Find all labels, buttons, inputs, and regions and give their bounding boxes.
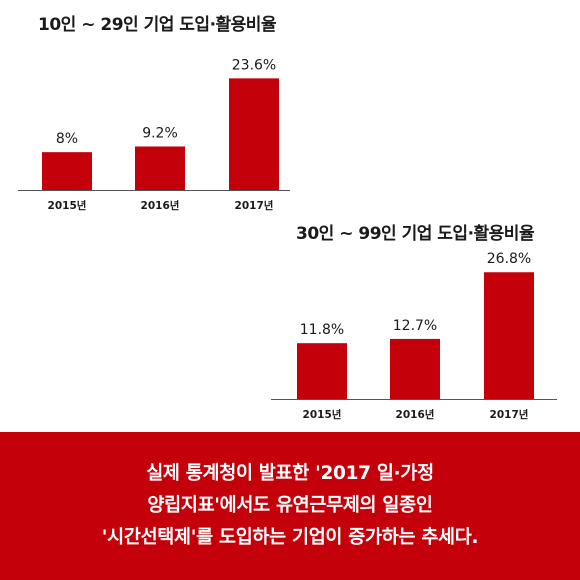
chart2-bar-3 bbox=[484, 272, 534, 399]
chart2-title: 30인 ~ 99인 기업 도입·활용비율 bbox=[296, 224, 535, 244]
chart2-value-label-3: 26.8% bbox=[487, 251, 531, 267]
chart2-value-label-1: 11.8% bbox=[300, 322, 344, 338]
chart1-value-label-1: 8% bbox=[56, 131, 78, 147]
chart1-bar-3 bbox=[229, 78, 279, 190]
chart2-tick-label-1: 2015년 bbox=[303, 408, 342, 421]
chart2-value-label-2: 12.7% bbox=[393, 318, 437, 334]
chart1-value-label-2: 9.2% bbox=[142, 125, 178, 141]
chart1-tick-label-3: 2017년 bbox=[235, 199, 274, 212]
caption-banner: 실제 통계청이 발표한 '2017 일·가정 양립지표'에서도 유연근무제의 일… bbox=[0, 432, 580, 580]
chart1-bar-1 bbox=[42, 152, 92, 190]
chart1-bar-2 bbox=[135, 146, 185, 190]
caption-line-3: '시간선택제'를 도입하는 기업이 증가하는 추세다. bbox=[101, 527, 479, 548]
caption-line-2: 양립지표'에서도 유연근무제의 일종인 bbox=[147, 495, 433, 516]
chart2-bar-1 bbox=[297, 343, 347, 399]
chart1-tick-label-1: 2015년 bbox=[48, 199, 87, 212]
caption-line-1: 실제 통계청이 발표한 '2017 일·가정 bbox=[146, 463, 434, 484]
bar-charts: 8% 2015년 9.2% 2016년 23.6% 2017년 11.8% 2015년 12.7… bbox=[18, 57, 557, 421]
chart1-title: 10인 ~ 29인 기업 도입·활용비율 bbox=[38, 15, 277, 35]
chart2-bar-2 bbox=[390, 338, 440, 399]
chart2-tick-label-2: 2016년 bbox=[396, 408, 435, 421]
chart1-tick-label-2: 2016년 bbox=[141, 199, 180, 212]
chart1-value-label-3: 23.6% bbox=[232, 57, 276, 73]
chart2-tick-label-3: 2017년 bbox=[490, 408, 529, 421]
